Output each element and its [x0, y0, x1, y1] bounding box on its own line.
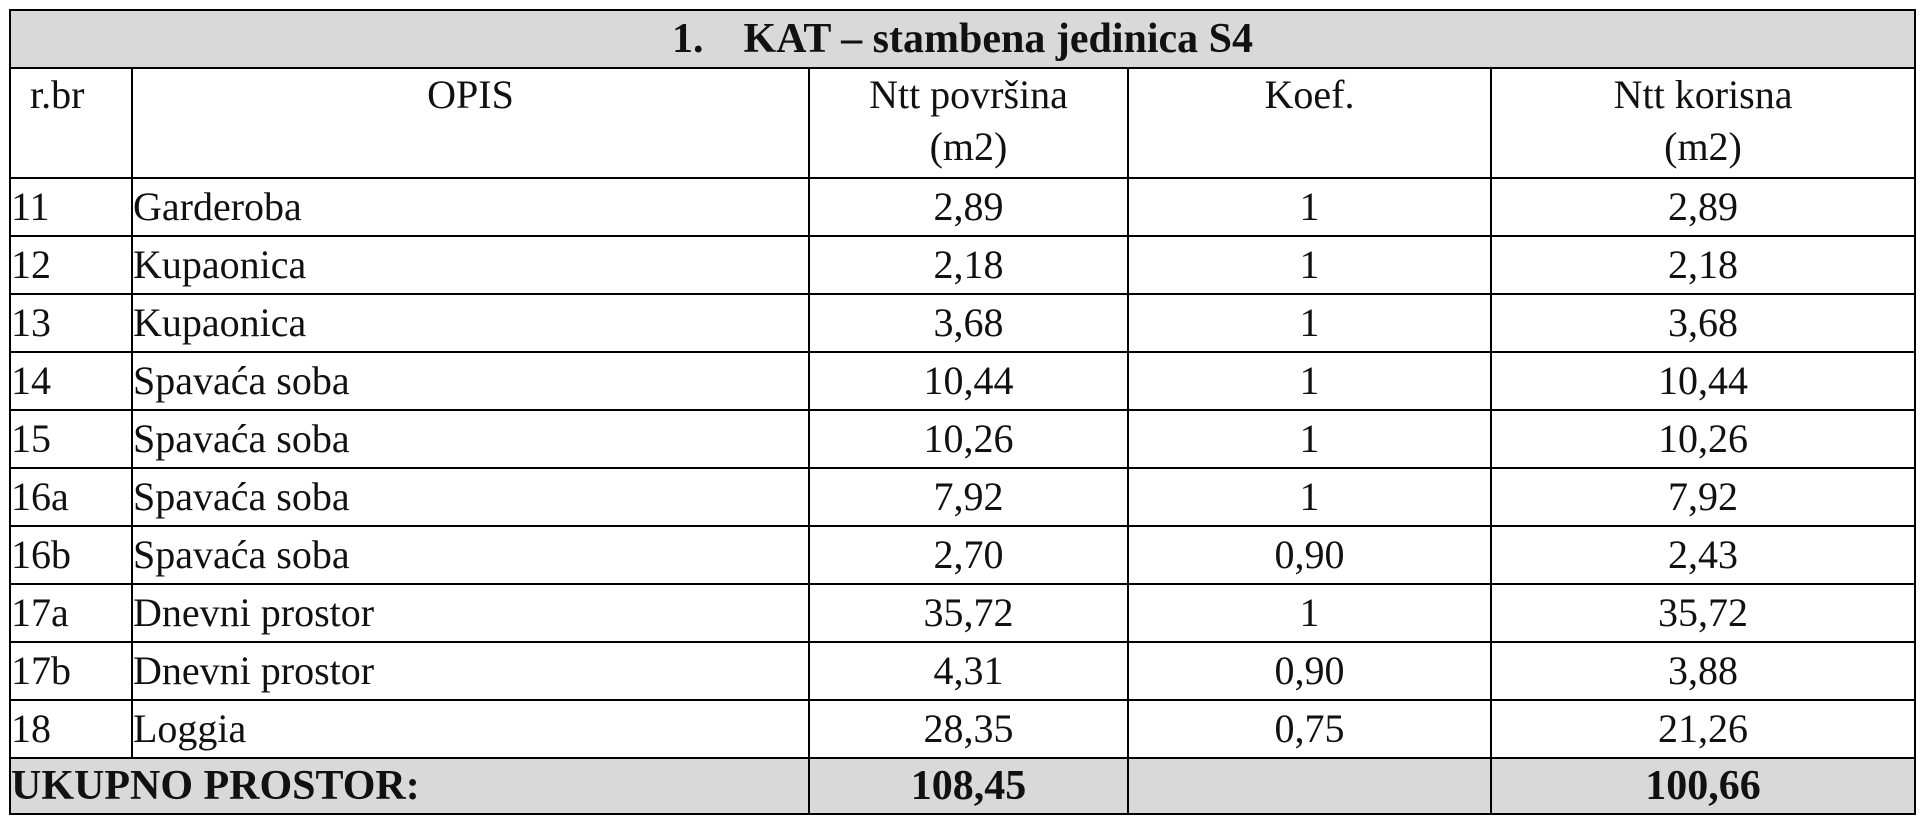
row-coef: 0,90 — [1127, 525, 1492, 585]
table-row: 16b Spavaća soba 2,70 0,90 2,43 — [9, 525, 1917, 585]
row-area: 10,26 — [808, 409, 1129, 469]
total-area: 108,45 — [808, 757, 1129, 815]
title-text: KAT – stambena jedinica S4 — [743, 16, 1254, 62]
row-desc: Kupaonica — [131, 235, 810, 295]
row-area: 2,70 — [808, 525, 1129, 585]
row-area: 4,31 — [808, 641, 1129, 701]
header-num: r.br — [9, 67, 133, 179]
row-useful: 10,44 — [1489, 351, 1917, 411]
table-row: 17b Dnevni prostor 4,31 0,90 3,88 — [9, 641, 1917, 701]
table-row: 16a Spavaća soba 7,92 1 7,92 — [9, 467, 1917, 527]
row-area: 3,68 — [808, 293, 1129, 353]
row-num: 12 — [9, 235, 133, 295]
table-row: 12 Kupaonica 2,18 1 2,18 — [9, 235, 1917, 295]
row-area: 10,44 — [808, 351, 1129, 411]
total-label: UKUPNO PROSTOR: — [9, 757, 810, 815]
row-useful: 35,72 — [1489, 583, 1917, 643]
table-row: 14 Spavaća soba 10,44 1 10,44 — [9, 351, 1917, 411]
row-num: 17b — [9, 641, 133, 701]
row-num: 14 — [9, 351, 133, 411]
table-title-row: 1. KAT – stambena jedinica S4 — [8, 9, 1917, 69]
total-row: UKUPNO PROSTOR: 108,45 100,66 — [9, 757, 1917, 815]
row-coef: 1 — [1127, 583, 1492, 643]
header-useful-line2: (m2) — [1664, 124, 1742, 169]
table-title: 1. KAT – stambena jedinica S4 — [8, 9, 1917, 69]
row-coef: 1 — [1127, 235, 1492, 295]
row-area: 7,92 — [808, 467, 1129, 527]
row-coef: 0,75 — [1127, 699, 1492, 759]
row-useful: 2,43 — [1489, 525, 1917, 585]
header-area-line2: (m2) — [929, 124, 1008, 169]
row-useful: 2,18 — [1489, 235, 1917, 295]
row-desc: Loggia — [131, 699, 810, 759]
row-coef: 1 — [1127, 293, 1492, 353]
row-coef: 0,90 — [1127, 641, 1492, 701]
row-desc: Spavaća soba — [131, 467, 810, 527]
row-desc: Kupaonica — [131, 293, 810, 353]
header-desc: OPIS — [131, 67, 810, 179]
row-coef: 1 — [1127, 467, 1492, 527]
row-area: 2,89 — [808, 177, 1129, 237]
column-header-row: r.br OPIS Ntt površina (m2) Koef. Ntt ko… — [9, 67, 1917, 179]
row-useful: 7,92 — [1489, 467, 1917, 527]
table-row: 15 Spavaća soba 10,26 1 10,26 — [9, 409, 1917, 469]
title-number: 1. — [672, 16, 704, 62]
table-row: 18 Loggia 28,35 0,75 21,26 — [9, 699, 1917, 759]
row-num: 17a — [9, 583, 133, 643]
row-desc: Dnevni prostor — [131, 583, 810, 643]
row-num: 13 — [9, 293, 133, 353]
row-desc: Dnevni prostor — [131, 641, 810, 701]
header-useful-line1: Ntt korisna — [1613, 72, 1793, 117]
row-desc: Spavaća soba — [131, 351, 810, 411]
row-desc: Garderoba — [131, 177, 810, 237]
row-useful: 3,68 — [1489, 293, 1917, 353]
row-num: 18 — [9, 699, 133, 759]
row-useful: 21,26 — [1489, 699, 1917, 759]
row-coef: 1 — [1127, 177, 1492, 237]
row-desc: Spavaća soba — [131, 409, 810, 469]
row-num: 15 — [9, 409, 133, 469]
row-area: 2,18 — [808, 235, 1129, 295]
row-num: 16b — [9, 525, 133, 585]
row-area: 28,35 — [808, 699, 1129, 759]
header-useful: Ntt korisna (m2) — [1489, 67, 1917, 179]
row-num: 16a — [9, 467, 133, 527]
header-area: Ntt površina (m2) — [808, 67, 1129, 179]
table-row: 11 Garderoba 2,89 1 2,89 — [9, 177, 1917, 237]
header-area-line1: Ntt površina — [869, 72, 1068, 117]
total-empty-cell — [1127, 757, 1492, 815]
table-row: 13 Kupaonica 3,68 1 3,68 — [9, 293, 1917, 353]
row-useful: 2,89 — [1489, 177, 1917, 237]
row-coef: 1 — [1127, 409, 1492, 469]
row-area: 35,72 — [808, 583, 1129, 643]
row-useful: 3,88 — [1489, 641, 1917, 701]
table-row: 17a Dnevni prostor 35,72 1 35,72 — [9, 583, 1917, 643]
room-area-table: 1. KAT – stambena jedinica S4 r.br OPIS N… — [8, 9, 1917, 815]
header-coef: Koef. — [1127, 67, 1492, 179]
row-desc: Spavaća soba — [131, 525, 810, 585]
row-coef: 1 — [1127, 351, 1492, 411]
total-useful: 100,66 — [1489, 757, 1917, 815]
row-num: 11 — [9, 177, 133, 237]
row-useful: 10,26 — [1489, 409, 1917, 469]
